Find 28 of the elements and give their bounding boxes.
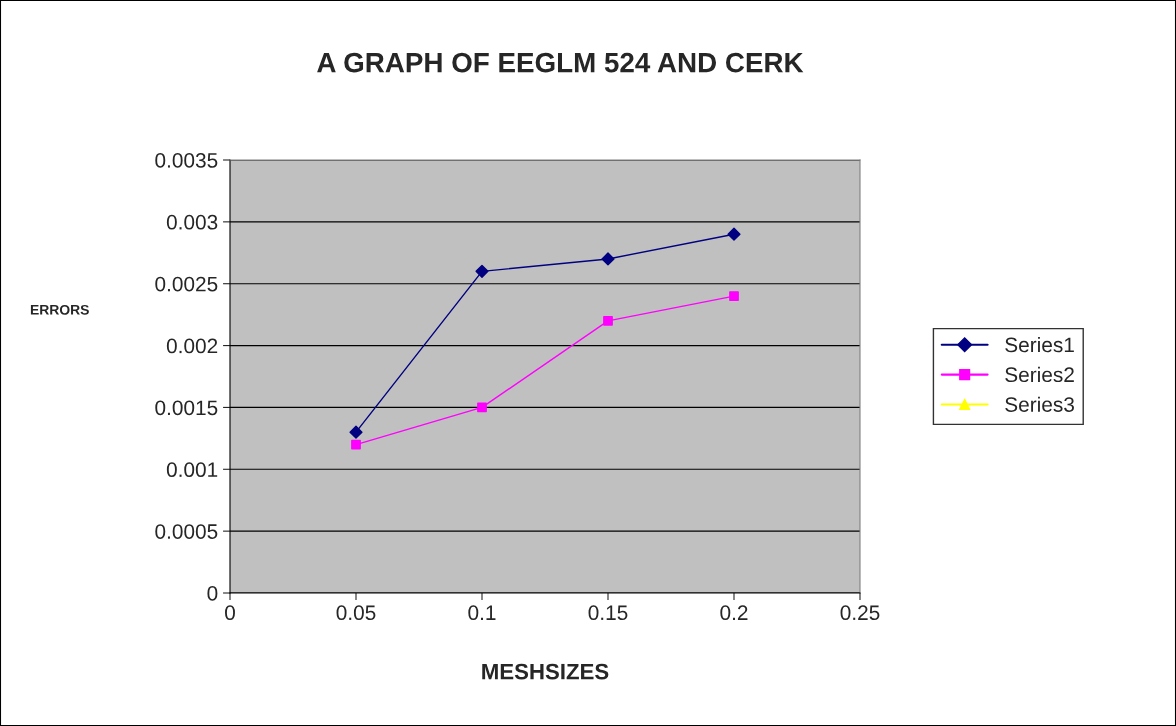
y-tick-label: 0.0025 <box>155 276 218 292</box>
y-tick-label: 0.002 <box>166 338 218 354</box>
y-tick-label: 0.001 <box>166 462 218 478</box>
point <box>727 227 741 241</box>
y-axis-title: ERRORS <box>30 304 89 315</box>
x-axis-title: MESHSIZES <box>482 663 609 680</box>
x-tick-label: 0.1 <box>468 605 496 621</box>
legend-label: Series3 <box>1005 396 1074 412</box>
point <box>477 402 487 413</box>
point <box>475 264 489 278</box>
point <box>603 315 613 326</box>
x-tick-label: 0.05 <box>336 605 376 621</box>
y-tick-label: 0.0005 <box>155 524 218 539</box>
x-tick-label: 0.15 <box>588 605 628 621</box>
y-tick-label: 0 <box>207 586 218 601</box>
y-tick-label: 0.0015 <box>155 400 218 416</box>
point <box>351 439 361 450</box>
x-tick-label: 0.2 <box>720 605 748 621</box>
chart-title: A GRAPH OF EEGLM 524 AND CERK <box>317 52 804 73</box>
x-tick-label: 0 <box>225 605 235 621</box>
y-tick-label: 0.003 <box>166 214 218 230</box>
point <box>729 291 739 301</box>
legend-label: Series1 <box>1005 336 1074 353</box>
point <box>349 425 363 439</box>
y-tick-label: 0.0035 <box>155 153 218 168</box>
x-tick-label: 0.25 <box>840 605 880 621</box>
legend-label: Series2 <box>1005 366 1074 383</box>
point <box>601 252 615 266</box>
